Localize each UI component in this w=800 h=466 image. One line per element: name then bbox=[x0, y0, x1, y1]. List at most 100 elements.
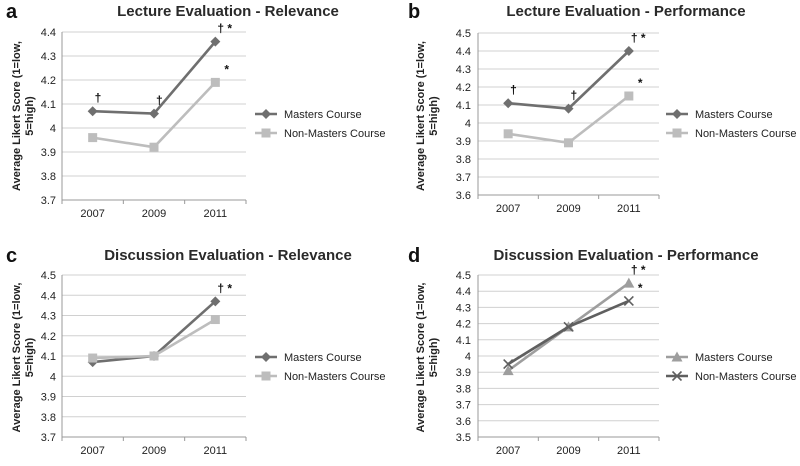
significance-mark: † bbox=[571, 89, 578, 103]
data-point bbox=[210, 296, 221, 307]
x-tick-label: 2007 bbox=[80, 208, 104, 220]
y-tick-label: 3.9 bbox=[456, 136, 471, 148]
series-non-masters-course: * Non-Masters Course bbox=[503, 281, 796, 383]
y-axis-label: Average Likert Score (1=low,5=high) bbox=[415, 283, 440, 433]
y-tick-label: 3.8 bbox=[456, 154, 471, 166]
y-axis-label-line: Average Likert Score (1=low, bbox=[11, 41, 23, 191]
y-tick-label: 4.1 bbox=[456, 100, 471, 112]
chart-title: Lecture Evaluation - Relevance bbox=[117, 3, 339, 20]
data-point bbox=[503, 98, 514, 109]
y-axis-label-line: Average Likert Score (1=low, bbox=[415, 283, 427, 433]
legend-label: Masters Course bbox=[284, 352, 362, 364]
data-point-stroke-2 bbox=[623, 295, 634, 306]
data-point bbox=[210, 77, 220, 87]
data-point bbox=[210, 315, 220, 325]
data-point bbox=[87, 106, 98, 117]
significance-mark: † * bbox=[631, 31, 646, 45]
legend-swatch-marker-stroke-2 bbox=[671, 370, 683, 382]
legend-swatch-marker bbox=[261, 128, 271, 138]
legend-swatch-marker bbox=[672, 109, 682, 119]
significance-mark: † * bbox=[217, 22, 232, 36]
y-tick-label: 4.3 bbox=[456, 302, 471, 314]
chart-panel-c: c Discussion Evaluation - Relevance 3.7 3.8… bbox=[6, 245, 385, 457]
data-point-stroke-2 bbox=[563, 321, 574, 332]
data-point bbox=[149, 142, 159, 152]
legend-swatch-marker bbox=[261, 109, 271, 119]
legend-swatch-marker bbox=[672, 128, 682, 138]
x-tick-label: 2009 bbox=[142, 208, 166, 220]
y-tick-label: 3.8 bbox=[41, 412, 56, 424]
y-axis-label-line: Average Likert Score (1=low, bbox=[11, 283, 23, 433]
data-point bbox=[88, 353, 98, 363]
y-tick-label: 3.7 bbox=[456, 400, 471, 412]
data-point bbox=[563, 103, 574, 114]
legend-label: Non-Masters Course bbox=[284, 371, 385, 383]
significance-mark: † bbox=[510, 83, 517, 97]
x-tick-label: 2009 bbox=[556, 445, 580, 457]
x-tick-label: 2007 bbox=[80, 445, 104, 457]
y-tick-label: 3.6 bbox=[456, 190, 471, 202]
panel-letter: b bbox=[408, 1, 420, 23]
legend-swatch-marker bbox=[671, 351, 683, 362]
chart-title: Discussion Evaluation - Relevance bbox=[104, 247, 352, 264]
y-tick-label: 4 bbox=[465, 118, 471, 130]
x-tick-label: 2011 bbox=[617, 445, 641, 457]
x-tick-label: 2011 bbox=[617, 203, 641, 215]
x-tick-label: 2007 bbox=[496, 203, 520, 215]
series-line bbox=[507, 299, 630, 366]
data-point bbox=[503, 129, 513, 139]
data-point bbox=[149, 351, 159, 361]
data-point bbox=[502, 365, 514, 376]
significance-mark: † bbox=[156, 94, 163, 108]
y-tick-label: 3.8 bbox=[41, 171, 56, 183]
y-tick-label: 4.4 bbox=[41, 290, 56, 302]
y-tick-label: 3.6 bbox=[456, 416, 471, 428]
y-tick-label: 4.1 bbox=[456, 335, 471, 347]
y-tick-label: 3.7 bbox=[456, 172, 471, 184]
y-tick-label: 4.2 bbox=[456, 82, 471, 94]
series-masters-course: † † † * Masters Course bbox=[503, 31, 773, 121]
series-non-masters-course: * Non-Masters Course bbox=[503, 76, 796, 148]
x-tick-label: 2009 bbox=[142, 445, 166, 457]
y-tick-label: 3.7 bbox=[41, 432, 56, 444]
y-axis-label: Average Likert Score (1=low,5=high) bbox=[11, 41, 36, 191]
y-tick-label: 3.9 bbox=[41, 392, 56, 404]
series-masters-course: † * Masters Course bbox=[87, 281, 362, 368]
data-point bbox=[563, 321, 574, 332]
y-tick-label: 4.4 bbox=[41, 27, 56, 39]
significance-mark: † * bbox=[217, 281, 232, 295]
y-tick-label: 4 bbox=[50, 371, 56, 383]
y-tick-label: 4 bbox=[50, 123, 56, 135]
panel-letter: d bbox=[408, 245, 420, 267]
y-axis-label-line: 5=high) bbox=[428, 96, 440, 136]
x-tick-label: 2007 bbox=[496, 445, 520, 457]
panel-letter: c bbox=[6, 245, 17, 267]
series-non-masters-course: * Non-Masters Course bbox=[88, 62, 385, 152]
panel-letter: a bbox=[6, 1, 18, 23]
data-point bbox=[624, 91, 634, 101]
y-tick-label: 4.2 bbox=[41, 75, 56, 87]
data-point bbox=[88, 133, 98, 143]
significance-mark: † * bbox=[631, 263, 646, 277]
chart-panel-b: b Lecture Evaluation - Performance 3.6 3.7 3… bbox=[408, 1, 796, 215]
legend-swatch-marker bbox=[261, 352, 271, 362]
chart-panel-a: a Lecture Evaluation - Relevance 3.7 3.8 3.9… bbox=[6, 1, 385, 220]
legend-swatch-marker bbox=[671, 370, 683, 382]
chart-title: Discussion Evaluation - Performance bbox=[493, 247, 758, 264]
y-axis-label-line: 5=high) bbox=[24, 96, 36, 136]
legend-label: Masters Course bbox=[695, 352, 773, 364]
series-line bbox=[507, 94, 630, 145]
y-tick-label: 4.5 bbox=[456, 270, 471, 282]
y-axis-label: Average Likert Score (1=low,5=high) bbox=[415, 41, 440, 191]
legend-label: Non-Masters Course bbox=[695, 128, 796, 140]
significance-mark: * bbox=[224, 62, 229, 76]
y-tick-label: 3.9 bbox=[41, 147, 56, 159]
y-axis-label: Average Likert Score (1=low,5=high) bbox=[11, 283, 36, 433]
chart-panel-d: d Discussion Evaluation - Performance 3.5 3… bbox=[408, 245, 796, 457]
legend-swatch-marker bbox=[261, 371, 271, 381]
y-tick-label: 4.5 bbox=[456, 28, 471, 40]
y-axis-label-line: 5=high) bbox=[24, 337, 36, 377]
legend-label: Masters Course bbox=[284, 109, 362, 121]
chart-title: Lecture Evaluation - Performance bbox=[506, 3, 745, 20]
